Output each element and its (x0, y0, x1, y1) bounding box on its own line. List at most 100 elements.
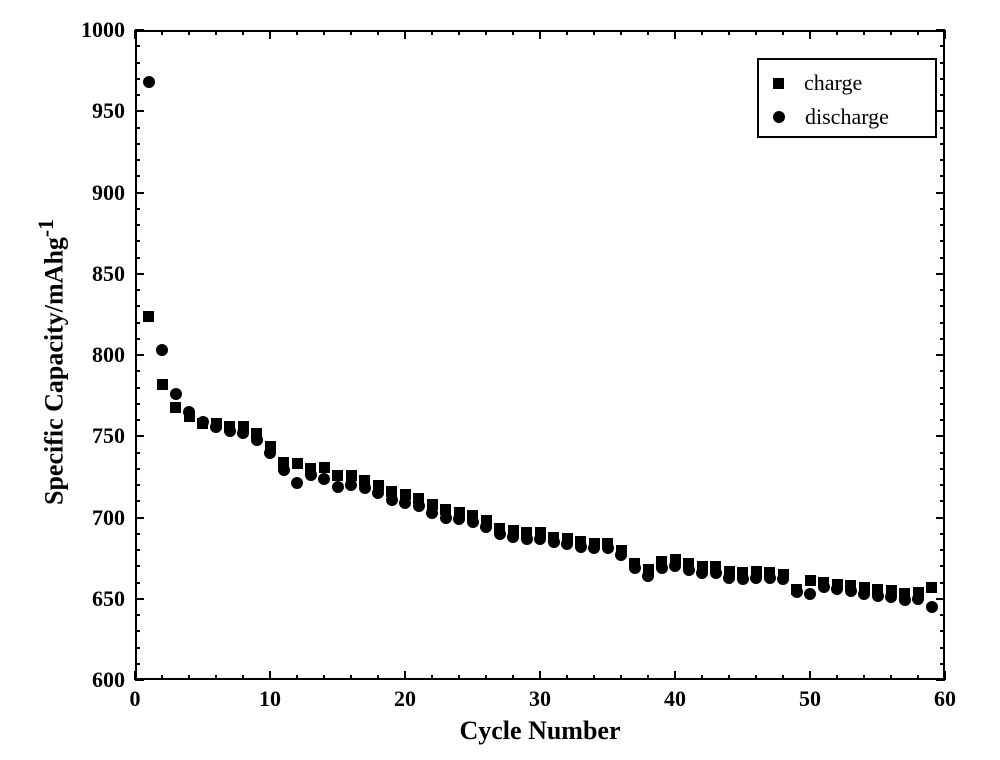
y-tick-label: 650 (92, 586, 125, 612)
y-tick-minor-right (940, 500, 945, 502)
circle-marker-icon (723, 572, 735, 584)
x-tick-minor (836, 675, 838, 680)
y-tick-minor (135, 127, 140, 129)
x-tick-minor-top (161, 30, 163, 35)
x-tick-minor-top (458, 30, 460, 35)
y-tick-minor-right (940, 305, 945, 307)
x-tick-minor-top (620, 30, 622, 35)
x-tick-minor (512, 675, 514, 680)
y-tick-minor (135, 582, 140, 584)
y-tick-minor (135, 500, 140, 502)
circle-marker-icon (899, 594, 911, 606)
y-tick-major-right (936, 192, 945, 194)
x-tick-minor (215, 675, 217, 680)
y-tick-major-right (936, 679, 945, 681)
circle-marker-icon (332, 481, 344, 493)
circle-marker-icon (872, 590, 884, 602)
x-tick-minor-top (890, 30, 892, 35)
x-tick-minor (782, 675, 784, 680)
y-tick-minor-right (940, 224, 945, 226)
x-tick-major (674, 671, 676, 680)
y-tick-minor (135, 289, 140, 291)
y-tick-minor (135, 224, 140, 226)
legend: chargedischarge (757, 58, 937, 138)
y-tick-minor (135, 387, 140, 389)
capacity-chart-root: 0102030405060600650700750800850900950100… (0, 0, 1000, 760)
circle-marker-icon (683, 564, 695, 576)
y-tick-minor (135, 549, 140, 551)
y-tick-minor (135, 647, 140, 649)
x-tick-minor-top (782, 30, 784, 35)
x-tick-minor-top (377, 30, 379, 35)
x-tick-major (539, 671, 541, 680)
y-tick-minor-right (940, 370, 945, 372)
y-tick-label: 900 (92, 180, 125, 206)
circle-marker-icon (696, 567, 708, 579)
circle-marker-icon (278, 464, 290, 476)
y-tick-minor-right (940, 94, 945, 96)
x-tick-label: 60 (934, 686, 956, 712)
x-tick-minor (620, 675, 622, 680)
x-axis-label: Cycle Number (459, 716, 620, 746)
circle-marker-icon (251, 434, 263, 446)
y-tick-major (135, 354, 144, 356)
circle-marker-icon (791, 586, 803, 598)
y-tick-minor-right (940, 630, 945, 632)
circle-marker-icon (858, 588, 870, 600)
x-tick-minor-top (350, 30, 352, 35)
circle-marker-icon (926, 601, 938, 613)
circle-marker-icon (386, 494, 398, 506)
circle-marker-icon (912, 593, 924, 605)
x-tick-minor (728, 675, 730, 680)
y-tick-minor-right (940, 582, 945, 584)
circle-marker-icon (413, 500, 425, 512)
x-tick-minor (566, 675, 568, 680)
y-tick-major-right (936, 517, 945, 519)
y-tick-minor (135, 533, 140, 535)
y-axis-label-sup: -1 (34, 219, 58, 237)
y-tick-minor (135, 45, 140, 47)
y-tick-minor (135, 403, 140, 405)
x-tick-minor-top (647, 30, 649, 35)
y-tick-major (135, 273, 144, 275)
x-tick-major-top (539, 30, 541, 39)
circle-marker-icon (548, 536, 560, 548)
y-tick-minor (135, 257, 140, 259)
x-tick-major-top (944, 30, 946, 39)
y-tick-minor-right (940, 338, 945, 340)
y-tick-minor-right (940, 533, 945, 535)
y-tick-minor-right (940, 322, 945, 324)
circle-marker-icon (831, 583, 843, 595)
x-tick-minor-top (566, 30, 568, 35)
square-marker-icon (170, 402, 181, 413)
circle-marker-icon (534, 533, 546, 545)
x-tick-major-top (404, 30, 406, 39)
y-tick-minor (135, 338, 140, 340)
x-tick-minor (485, 675, 487, 680)
x-tick-minor-top (755, 30, 757, 35)
x-tick-minor-top (728, 30, 730, 35)
circle-marker-icon (305, 469, 317, 481)
x-tick-minor-top (863, 30, 865, 35)
circle-marker-icon (615, 549, 627, 561)
circle-marker-icon (183, 406, 195, 418)
x-tick-minor (188, 675, 190, 680)
square-marker-icon (805, 575, 816, 586)
y-tick-label: 950 (92, 98, 125, 124)
square-marker-icon (926, 582, 937, 593)
y-tick-minor-right (940, 452, 945, 454)
legend-entry-charge: charge (773, 70, 862, 96)
x-tick-minor-top (188, 30, 190, 35)
x-tick-label: 20 (394, 686, 416, 712)
x-tick-minor (458, 675, 460, 680)
y-tick-minor-right (940, 468, 945, 470)
x-tick-minor-top (242, 30, 244, 35)
y-tick-minor (135, 663, 140, 665)
y-tick-minor (135, 322, 140, 324)
x-tick-minor (161, 675, 163, 680)
x-tick-label: 40 (664, 686, 686, 712)
y-tick-minor (135, 143, 140, 145)
y-tick-minor-right (940, 565, 945, 567)
x-tick-minor (377, 675, 379, 680)
y-axis-label-text: Specific Capacity/mAhg (40, 237, 69, 505)
